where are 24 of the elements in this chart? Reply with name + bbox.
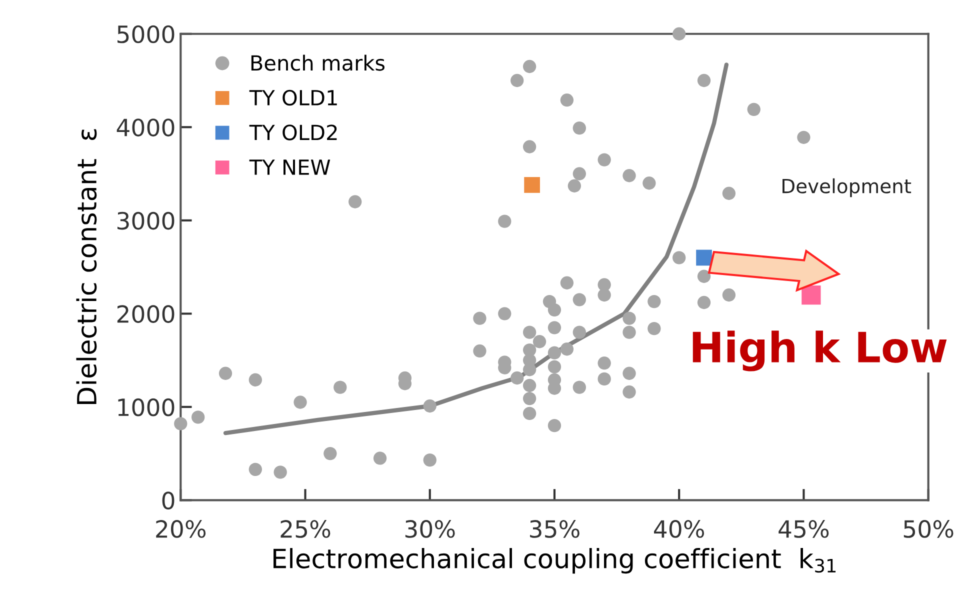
x-tick-label: 25%	[280, 520, 330, 538]
point	[696, 250, 712, 266]
annotation: Development	[782, 178, 912, 198]
y-tick-label: 5000	[118, 25, 174, 44]
legend-label: TY NEW	[249, 160, 330, 175]
y-tick-label: 3000	[117, 212, 174, 230]
y-tick-label: 2000	[117, 305, 174, 323]
x-tick-label: 30%	[405, 520, 455, 538]
x-tick-label: 45%	[778, 520, 829, 538]
x-tick-label: 40%	[654, 520, 704, 538]
legend-label: TY OLD2	[249, 124, 337, 140]
y-tick-label: 1000	[118, 398, 174, 416]
legend-label: Bench marks	[251, 54, 385, 71]
y-tick-label: 4000	[116, 118, 174, 136]
x-tick-label: 50%	[904, 520, 954, 538]
point	[524, 177, 540, 193]
x-axis-title: Electromechanical coupling coefficient k$_{31}$	[274, 548, 836, 574]
point	[802, 285, 821, 305]
x-tick-label: 20%	[156, 520, 206, 538]
y-tick-label: 0	[162, 492, 174, 510]
x-tick-label: 35%	[530, 520, 580, 538]
legend-label: TY OLD1	[249, 90, 337, 106]
y-axis-title: Dielectric constant ε	[76, 129, 97, 404]
annotation: High k Low	[692, 330, 947, 372]
